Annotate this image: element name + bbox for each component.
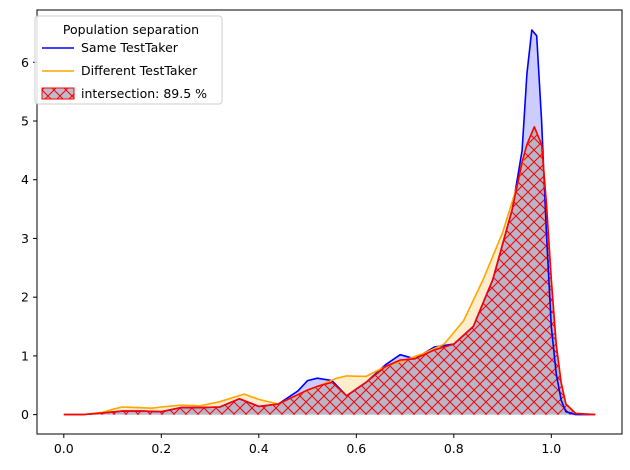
y-tick-label: 3 bbox=[21, 231, 29, 246]
x-tick-label: 0.2 bbox=[151, 441, 171, 456]
x-tick-label: 0.0 bbox=[54, 441, 74, 456]
legend-label-intersection: intersection: 89.5 % bbox=[81, 86, 207, 101]
y-tick-label: 6 bbox=[21, 55, 29, 70]
legend-swatch-intersection-hatch bbox=[42, 88, 74, 99]
y-tick-label: 5 bbox=[21, 113, 29, 128]
y-tick-label: 2 bbox=[21, 290, 29, 305]
x-tick-label: 0.8 bbox=[444, 441, 464, 456]
legend-label-different-testtaker: Different TestTaker bbox=[81, 63, 198, 78]
y-tick-label: 0 bbox=[21, 407, 29, 422]
legend: Population separation Same TestTaker Dif… bbox=[35, 16, 222, 104]
legend-label-same-testtaker: Same TestTaker bbox=[81, 40, 179, 55]
x-tick-label: 0.6 bbox=[346, 441, 366, 456]
y-tick-label: 4 bbox=[21, 172, 29, 187]
x-tick-label: 1.0 bbox=[541, 441, 561, 456]
legend-title: Population separation bbox=[63, 22, 199, 37]
y-tick-label: 1 bbox=[21, 348, 29, 363]
x-tick-label: 0.4 bbox=[249, 441, 269, 456]
